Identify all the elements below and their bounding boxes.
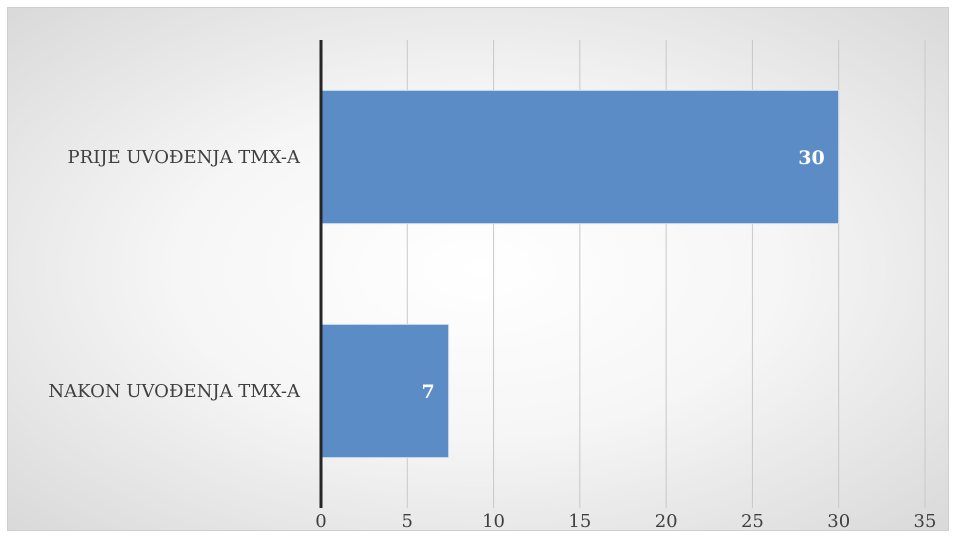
- bar: [320, 89, 840, 225]
- x-tick-label: 35: [914, 511, 937, 532]
- x-tick-label: 30: [827, 511, 850, 532]
- data-label: 7: [421, 381, 434, 403]
- category-label: PRIJE UVOĐENJA TMX-A: [67, 147, 301, 168]
- x-tick-label: 15: [568, 511, 591, 532]
- x-tick-label: 10: [482, 511, 505, 532]
- bar: [320, 323, 450, 459]
- x-tick-label: 25: [741, 511, 764, 532]
- x-tick-label: 20: [655, 511, 678, 532]
- x-tick-label: 5: [402, 511, 413, 532]
- x-tick-label: 0: [315, 511, 326, 532]
- category-label: NAKON UVOĐENJA TMX-A: [48, 381, 301, 402]
- data-label: 30: [798, 147, 824, 169]
